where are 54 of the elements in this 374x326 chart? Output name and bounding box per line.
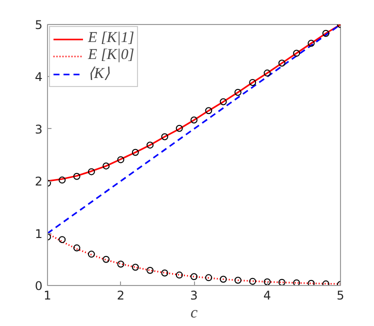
point — [278, 278, 286, 286]
point — [117, 260, 124, 268]
point — [117, 156, 124, 164]
point — [176, 124, 183, 132]
line-series — [48, 24, 340, 182]
point — [146, 266, 154, 274]
y-tick-label: 5 — [34, 18, 43, 32]
point — [234, 88, 242, 96]
point — [132, 148, 139, 156]
point — [308, 280, 315, 286]
y-tick-label: 0 — [34, 279, 43, 293]
point — [102, 256, 110, 263]
y-tick-label: 3 — [34, 122, 43, 136]
x-tick-label: 2 — [116, 288, 125, 302]
point — [102, 162, 110, 170]
y-tick-label: 1 — [34, 226, 43, 241]
point — [73, 244, 80, 252]
point — [293, 50, 300, 57]
point — [58, 176, 66, 184]
point — [205, 107, 212, 114]
point — [161, 269, 168, 276]
x-axis-title: c — [190, 304, 198, 322]
x-tick-label: 1 — [44, 288, 52, 302]
point — [88, 250, 95, 258]
point — [190, 116, 198, 124]
point — [278, 60, 286, 67]
x-tick-label: 5 — [336, 288, 344, 302]
point — [293, 279, 300, 286]
y-tick-label: 4 — [34, 70, 43, 84]
point — [88, 168, 95, 176]
point — [176, 272, 183, 279]
point — [205, 274, 212, 282]
point — [264, 70, 271, 77]
point — [322, 280, 330, 286]
point — [264, 278, 271, 286]
y-tick-label: 2 — [34, 174, 43, 189]
point — [146, 142, 154, 149]
legend-label: E [K|0] — [88, 47, 134, 64]
point — [58, 236, 66, 244]
point — [308, 40, 315, 47]
point — [322, 30, 330, 37]
x-tick-label: 4 — [263, 288, 272, 302]
point — [220, 98, 227, 106]
point — [73, 172, 80, 180]
point — [220, 276, 227, 283]
legend-label: ⟨K⟩ — [88, 65, 110, 83]
point — [249, 278, 256, 285]
point — [190, 273, 198, 280]
point — [132, 264, 139, 271]
point — [249, 78, 256, 86]
legend-label: E [K|1] — [88, 30, 134, 47]
point — [234, 276, 242, 284]
point — [161, 133, 168, 140]
x-tick-label: 3 — [190, 288, 198, 302]
